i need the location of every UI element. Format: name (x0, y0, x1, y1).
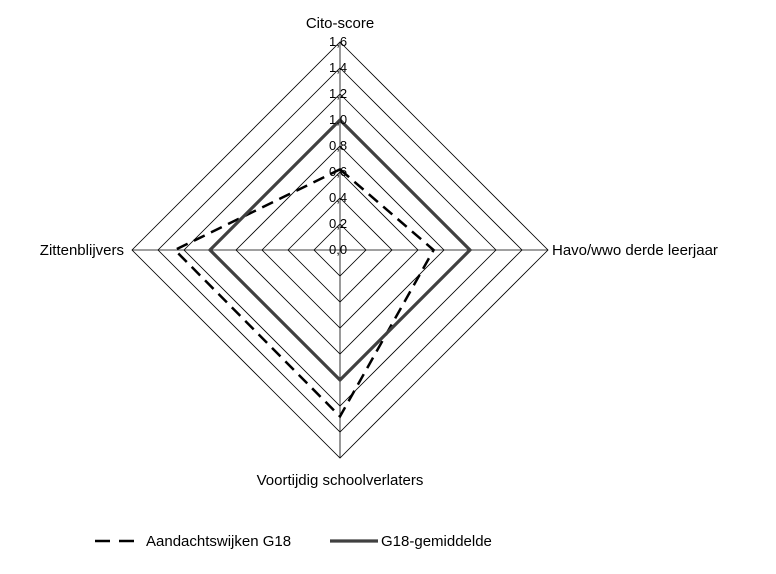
axis-label-left: Zittenblijvers (40, 242, 124, 259)
radar-series (172, 117, 473, 419)
series-line-aandachtswijken (172, 167, 436, 419)
axis-label-top: Cito-score (306, 15, 374, 32)
tick-label: 0,2 (329, 216, 347, 231)
radar-tick-labels: 0,0 0,2 0,4 0,6 0,8 1,0 1,2 1,4 1,6 (329, 34, 347, 257)
tick-label: 1,2 (329, 86, 347, 101)
tick-label: 0,4 (329, 190, 347, 205)
tick-label: 0,6 (329, 164, 347, 179)
axis-label-bottom: Voortijdig schoolverlaters (257, 472, 424, 489)
tick-label: 1,0 (329, 112, 347, 127)
legend-label-g18-gemiddelde: G18-gemiddelde (381, 533, 492, 550)
axis-label-right: Havo/wwo derde leerjaar (552, 242, 718, 259)
tick-label: 0,8 (329, 138, 347, 153)
tick-label: 1,6 (329, 34, 347, 49)
legend: Aandachtswijken G18 G18-gemiddelde (95, 533, 492, 550)
legend-label-aandachtswijken: Aandachtswijken G18 (146, 533, 291, 550)
tick-label: 0,0 (329, 242, 347, 257)
series-line-g18-gemiddelde (207, 117, 473, 383)
tick-label: 1,4 (329, 60, 347, 75)
